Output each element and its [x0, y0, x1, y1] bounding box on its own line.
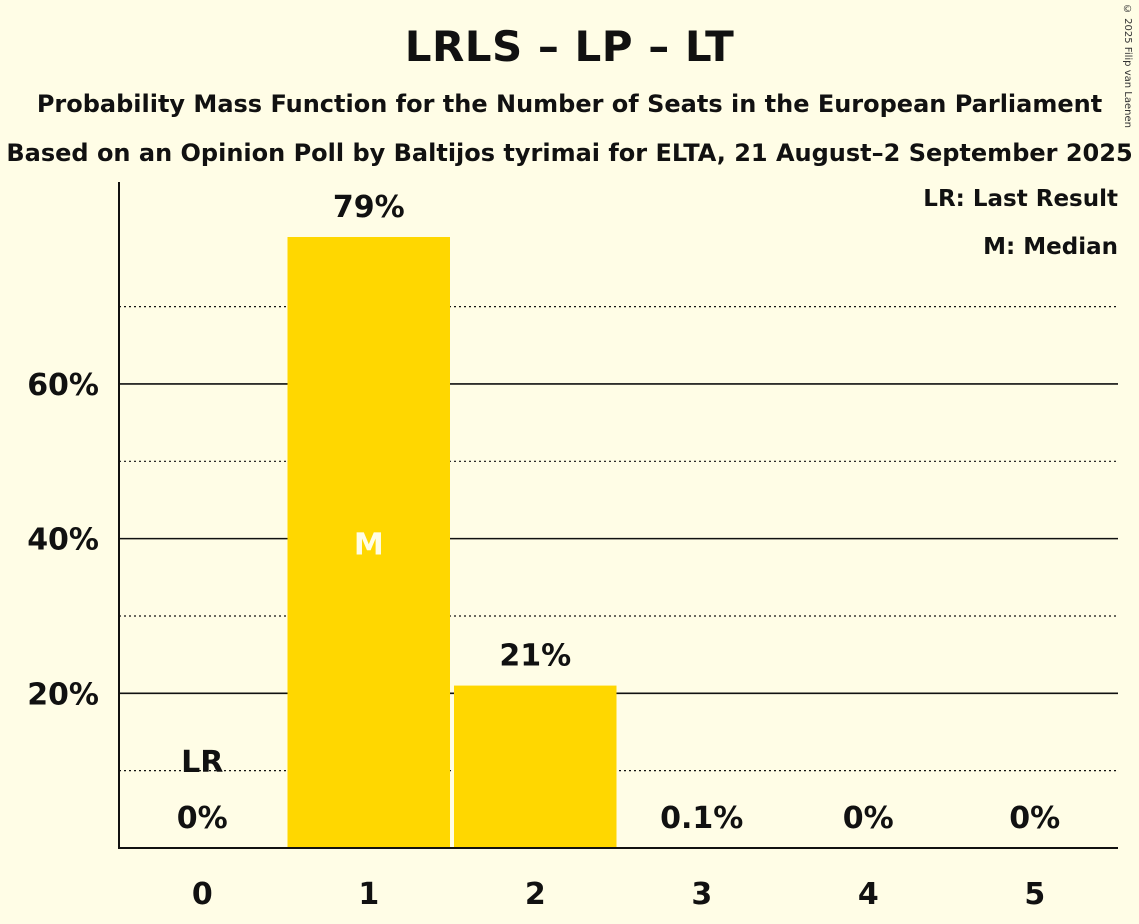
- legend-median: M: Median: [983, 234, 1118, 260]
- y-tick-label: 40%: [27, 523, 99, 558]
- x-tick-label: 3: [691, 877, 712, 912]
- y-tick-label: 60%: [27, 368, 99, 403]
- value-label: 21%: [499, 639, 571, 674]
- x-tick-label: 4: [858, 877, 879, 912]
- chart-title: LRLS – LP – LT: [404, 22, 735, 71]
- x-tick-label: 0: [192, 877, 213, 912]
- value-label: 0%: [1009, 801, 1060, 836]
- copyright-notice: © 2025 Filip van Laenen: [1122, 4, 1133, 128]
- x-tick-label: 1: [358, 877, 379, 912]
- value-label: 0%: [177, 801, 228, 836]
- chart-subtitle-poll: Based on an Opinion Poll by Baltijos tyr…: [6, 139, 1133, 167]
- value-label: 0%: [843, 801, 894, 836]
- x-tick-label: 2: [525, 877, 546, 912]
- bar: [287, 237, 450, 848]
- x-tick-label: 5: [1024, 877, 1045, 912]
- bar: [454, 685, 617, 848]
- value-label: 79%: [333, 190, 405, 225]
- last-result-marker: LR: [181, 745, 223, 780]
- y-tick-label: 20%: [27, 677, 99, 712]
- chart-subtitle: Probability Mass Function for the Number…: [36, 90, 1103, 118]
- value-label: 0.1%: [660, 801, 743, 836]
- legend-last-result: LR: Last Result: [923, 186, 1118, 212]
- median-marker: M: [354, 528, 384, 563]
